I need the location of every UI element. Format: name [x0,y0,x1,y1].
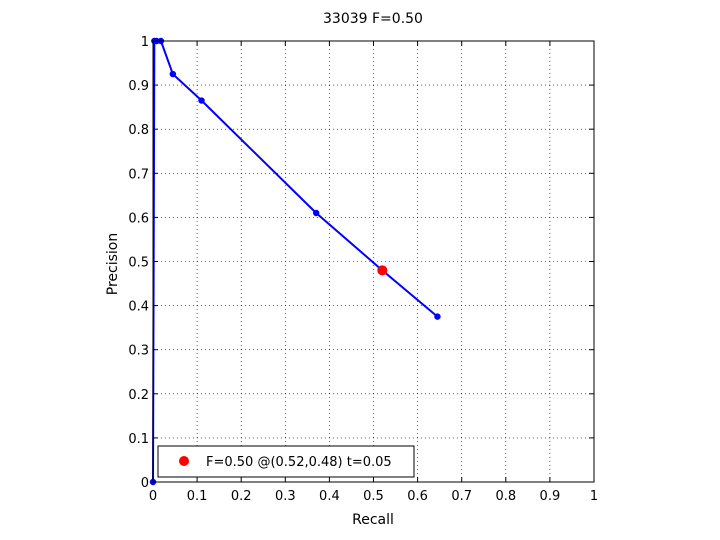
chart-title: 33039 F=0.50 [323,11,423,27]
y-axis: 0 0.1 0.2 0.3 0.4 0.5 0.6 0.7 0.8 0.9 1 [128,35,594,491]
x-tick-label: 0.5 [363,489,384,504]
x-tick-label: 0.6 [407,489,428,504]
x-tick-label: 0.3 [275,489,296,504]
x-tick-label: 0.8 [495,489,516,504]
legend-box [157,445,415,478]
x-tick-label: 0.7 [451,489,472,504]
y-tick-label: 0.1 [128,432,149,447]
pr-curve-point [198,97,205,104]
pr-curve-point [434,313,441,320]
y-tick-label: 0.3 [128,344,149,359]
best-f-point [377,265,388,276]
legend: F=0.50 @(0.52,0.48) t=0.05 [157,445,415,478]
y-tick-label: 0.9 [128,79,149,94]
y-tick-label: 0.4 [128,300,149,315]
y-tick-label: 1 [141,35,149,50]
y-tick-label: 0.6 [128,211,149,226]
x-axis-label: Recall [352,512,394,528]
pr-curve-point [312,209,320,217]
legend-marker [179,456,189,466]
y-tick-label: 0.8 [128,123,149,138]
x-tick-label: 0.1 [187,489,208,504]
y-tick-label: 0 [141,476,149,491]
y-tick-label: 0.7 [128,167,149,182]
pr-curve-point [169,70,177,78]
x-tick-label: 1 [590,489,598,504]
y-tick-label: 0.5 [128,256,149,271]
x-tick-label: 0 [149,489,157,504]
y-tick-label: 0.2 [128,388,149,403]
x-tick-label: 0.4 [319,489,340,504]
legend-label: F=0.50 @(0.52,0.48) t=0.05 [206,455,392,470]
x-axis: 0 0.1 0.2 0.3 0.4 0.5 0.6 0.7 0.8 0.9 1 [149,41,598,504]
y-axis-label: Precision [105,233,121,295]
x-tick-label: 0.9 [540,489,561,504]
x-tick-label: 0.2 [231,489,252,504]
